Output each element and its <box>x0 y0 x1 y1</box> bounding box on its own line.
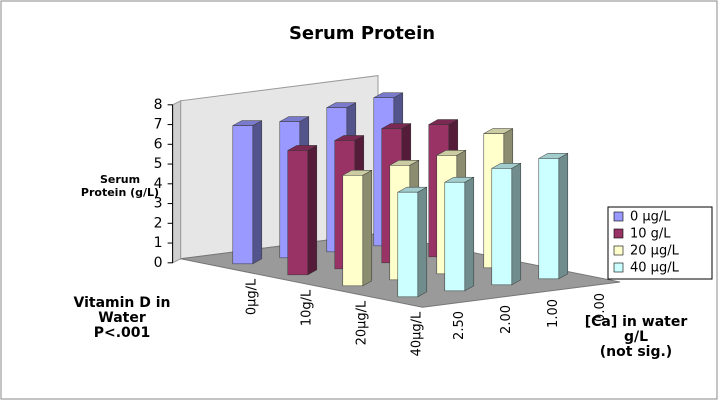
y-tick-label: 8 <box>154 97 163 113</box>
bar <box>537 152 569 280</box>
legend-swatch <box>613 211 624 222</box>
x-tick-label: 0.00 <box>593 293 608 322</box>
y-tick-label: 0 <box>154 255 163 271</box>
depth-axis-title: Water <box>98 310 146 326</box>
bar <box>231 120 263 265</box>
x-tick-label: 2.50 <box>452 311 467 340</box>
depth-tick-label: 20μg/L <box>355 300 370 345</box>
legend-label: 10 g/L <box>630 227 671 242</box>
depth-axis-title: P<.001 <box>94 325 151 341</box>
depth-tick-label: 10g/L <box>300 289 315 326</box>
bar-side <box>464 176 475 292</box>
y-tick-label: 1 <box>154 235 163 251</box>
y-tick-label: 2 <box>154 215 163 231</box>
bar <box>396 186 428 298</box>
bar-side <box>558 152 569 280</box>
bar-front <box>444 181 466 292</box>
legend-swatch <box>613 245 624 256</box>
bar <box>443 176 475 292</box>
bar-side <box>252 120 263 265</box>
bar <box>286 145 318 276</box>
y-tick-label: 4 <box>154 176 163 192</box>
y-tick-label: 5 <box>154 156 163 172</box>
bar-side <box>511 162 522 286</box>
bar <box>341 169 373 287</box>
bar-front <box>491 168 513 286</box>
bar-side <box>307 145 318 276</box>
y-tick-label: 3 <box>154 196 163 212</box>
legend-label: 0 μg/L <box>630 210 671 225</box>
legend-label: 20 μg/L <box>630 244 680 259</box>
bar-front <box>232 125 254 265</box>
bar-side <box>417 186 428 298</box>
legend-label: 40 μg/L <box>630 261 680 276</box>
bar-front <box>538 158 560 280</box>
bar-front <box>287 150 309 276</box>
x-axis-title: g/L <box>624 329 648 345</box>
bar-front <box>397 191 419 298</box>
bar <box>490 162 522 286</box>
y-tick-label: 6 <box>154 136 163 152</box>
side-wall <box>172 99 182 264</box>
legend-swatch <box>613 228 624 239</box>
y-axis-title: Protein (g/L) <box>81 186 159 199</box>
legend-box <box>607 206 713 280</box>
chart-title: Serum Protein <box>289 23 435 44</box>
y-axis-title: Serum <box>100 173 140 186</box>
x-tick-label: 2.00 <box>499 305 514 334</box>
bar-front <box>342 175 364 287</box>
x-tick-label: 1.00 <box>546 299 561 328</box>
x-axis-title: (not sig.) <box>600 344 672 360</box>
depth-tick-label: 0μg/L <box>245 278 260 315</box>
x-axis-title: [Ca] in water <box>585 314 688 330</box>
depth-tick-label: 40μg/L <box>410 311 425 356</box>
legend-swatch <box>613 262 624 273</box>
y-tick-label: 7 <box>154 117 163 133</box>
bar-side <box>362 169 373 287</box>
depth-axis-title: Vitamin D in <box>73 295 170 311</box>
